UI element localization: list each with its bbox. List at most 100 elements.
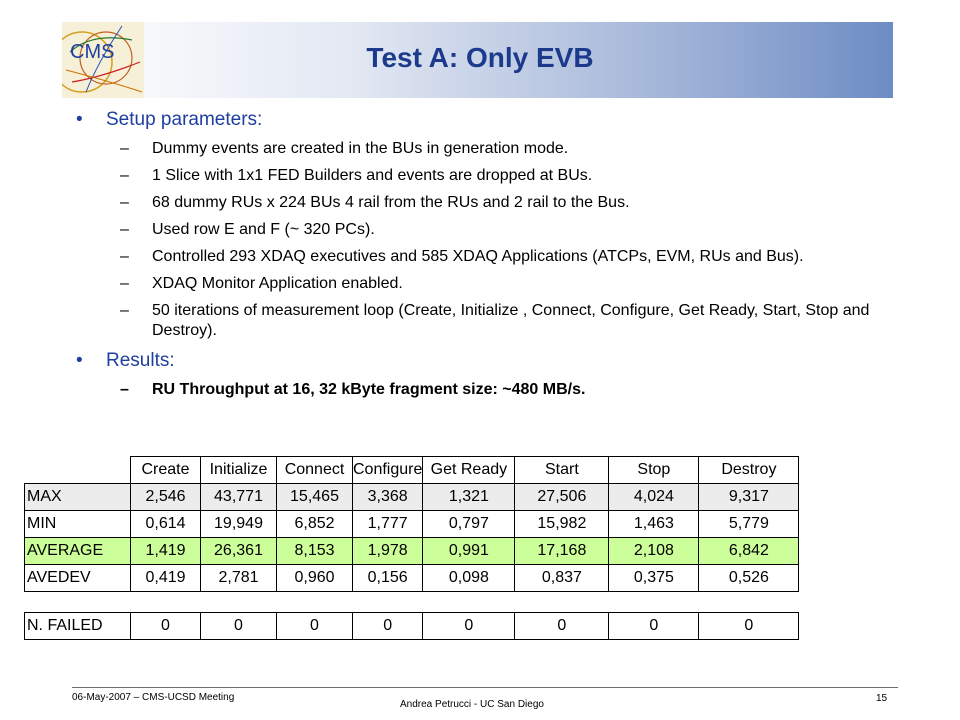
setup-item-text: Dummy events are created in the BUs in g… <box>152 140 569 157</box>
table-cell: 9,317 <box>698 483 800 511</box>
table-cell: 1,419 <box>130 537 201 565</box>
footer-author: Andrea Petrucci - UC San Diego <box>400 699 544 710</box>
table-cell: 5,779 <box>698 510 800 538</box>
setup-item: – 50 iterations of measurement loop (Crea… <box>76 301 876 341</box>
setup-item-text: Used row E and F (~ 320 PCs). <box>152 221 375 238</box>
results-table: Create Initialize Connect Configure Get … <box>24 456 800 640</box>
page-number: 15 <box>876 693 888 704</box>
header-band <box>60 22 893 98</box>
table-cell: 4,024 <box>608 483 700 511</box>
table-cell: 0,526 <box>698 564 800 592</box>
setup-item-text: 68 dummy RUs x 224 BUs 4 rail from the R… <box>152 194 630 211</box>
dash-marker: – <box>120 381 129 398</box>
slide-title: Test A: Only EVB <box>366 42 594 73</box>
table-cell: 2,781 <box>200 564 277 592</box>
table-cell: 15,465 <box>276 483 353 511</box>
table-row-average: AVERAGE 1,419 26,361 8,153 1,978 0,991 1… <box>24 537 800 565</box>
table-row-min: MIN 0,614 19,949 6,852 1,777 0,797 15,98… <box>24 510 800 538</box>
column-header: Start <box>514 456 610 484</box>
row-label: AVERAGE <box>24 537 131 565</box>
table-cell: 3,368 <box>351 483 424 511</box>
table-cell: 0 <box>698 612 800 640</box>
table-cell: 1,463 <box>608 510 700 538</box>
table-row-failed: N. FAILED 0 0 0 0 0 0 0 0 <box>24 612 800 640</box>
table-cell: 0,960 <box>276 564 353 592</box>
setup-item: – Dummy events are created in the BUs in … <box>76 139 876 159</box>
table-cell: 0,098 <box>422 564 516 592</box>
setup-item: – 1 Slice with 1x1 FED Builders and event… <box>76 166 876 186</box>
setup-item: – Controlled 293 XDAQ executives and 585 … <box>76 247 876 267</box>
table-cell: 0,419 <box>130 564 201 592</box>
table-cell: 1,978 <box>351 537 424 565</box>
table-cell: 0 <box>514 612 610 640</box>
table-corner-cell <box>24 456 131 484</box>
setup-item: – Used row E and F (~ 320 PCs). <box>76 220 876 240</box>
table-cell: 0 <box>422 612 516 640</box>
column-header: Initialize <box>200 456 277 484</box>
footer-divider <box>72 687 898 688</box>
row-label: N. FAILED <box>24 612 131 640</box>
dash-marker: – <box>120 221 129 238</box>
table-spacer <box>25 592 799 613</box>
setup-item: – XDAQ Monitor Application enabled. <box>76 274 876 294</box>
table-cell: 17,168 <box>514 537 610 565</box>
table-cell: 6,842 <box>698 537 800 565</box>
dash-marker: – <box>120 140 129 157</box>
table-cell: 0 <box>130 612 201 640</box>
table-cell: 0 <box>200 612 277 640</box>
setup-item-text: 50 iterations of measurement loop (Creat… <box>152 302 870 339</box>
table-cell: 15,982 <box>514 510 610 538</box>
dash-marker: – <box>120 194 129 211</box>
table-spacer-row <box>25 592 799 613</box>
results-item: – RU Throughput at 16, 32 kByte fragment … <box>76 380 876 400</box>
setup-item: – 68 dummy RUs x 224 BUs 4 rail from the … <box>76 193 876 213</box>
table-row-max: MAX 2,546 43,771 15,465 3,368 1,321 27,5… <box>24 483 800 511</box>
dash-marker: – <box>120 248 129 265</box>
column-header: Connect <box>276 456 353 484</box>
row-label: AVEDEV <box>24 564 131 592</box>
table-cell: 0,156 <box>351 564 424 592</box>
bullet-results: • Results: <box>76 349 876 373</box>
column-header: Get Ready <box>422 456 516 484</box>
table-cell: 0,837 <box>514 564 610 592</box>
column-header: Stop <box>608 456 700 484</box>
table-cell: 0 <box>276 612 353 640</box>
cms-logo-text: CMS <box>70 41 114 63</box>
slide-content: • Setup parameters: – Dummy events are cr… <box>76 108 876 400</box>
bullet-setup: • Setup parameters: <box>76 108 876 132</box>
table-cell: 1,777 <box>351 510 424 538</box>
column-header: Create <box>130 456 201 484</box>
table-cell: 2,546 <box>130 483 201 511</box>
table-cell: 8,153 <box>276 537 353 565</box>
table-cell: 0,375 <box>608 564 700 592</box>
table-cell: 26,361 <box>200 537 277 565</box>
setup-item-text: 1 Slice with 1x1 FED Builders and events… <box>152 167 593 184</box>
bullet-results-label: Results: <box>106 350 175 371</box>
row-label: MAX <box>24 483 131 511</box>
table-cell: 0,991 <box>422 537 516 565</box>
setup-item-text: XDAQ Monitor Application enabled. <box>152 275 403 292</box>
table-header-row: Create Initialize Connect Configure Get … <box>24 456 800 484</box>
results-item-text: RU Throughput at 16, 32 kByte fragment s… <box>152 381 586 398</box>
table-cell: 2,108 <box>608 537 700 565</box>
table-cell: 43,771 <box>200 483 277 511</box>
table-cell: 6,852 <box>276 510 353 538</box>
table-cell: 0 <box>608 612 700 640</box>
row-label: MIN <box>24 510 131 538</box>
column-header: Destroy <box>698 456 800 484</box>
table-cell: 0 <box>351 612 424 640</box>
table-cell: 27,506 <box>514 483 610 511</box>
column-header: Configure <box>351 456 424 484</box>
bullet-dot: • <box>76 109 83 130</box>
table-cell: 0,797 <box>422 510 516 538</box>
table-cell: 19,949 <box>200 510 277 538</box>
bullet-dot: • <box>76 350 83 371</box>
bullet-setup-label: Setup parameters: <box>106 109 263 130</box>
table-row-avedev: AVEDEV 0,419 2,781 0,960 0,156 0,098 0,8… <box>24 564 800 592</box>
table-cell: 1,321 <box>422 483 516 511</box>
dash-marker: – <box>120 275 129 292</box>
footer-date-meeting: 06-May-2007 – CMS-UCSD Meeting <box>72 692 235 703</box>
setup-item-text: Controlled 293 XDAQ executives and 585 X… <box>152 248 804 265</box>
dash-marker: – <box>120 167 129 184</box>
cms-logo: CMS <box>62 22 144 98</box>
